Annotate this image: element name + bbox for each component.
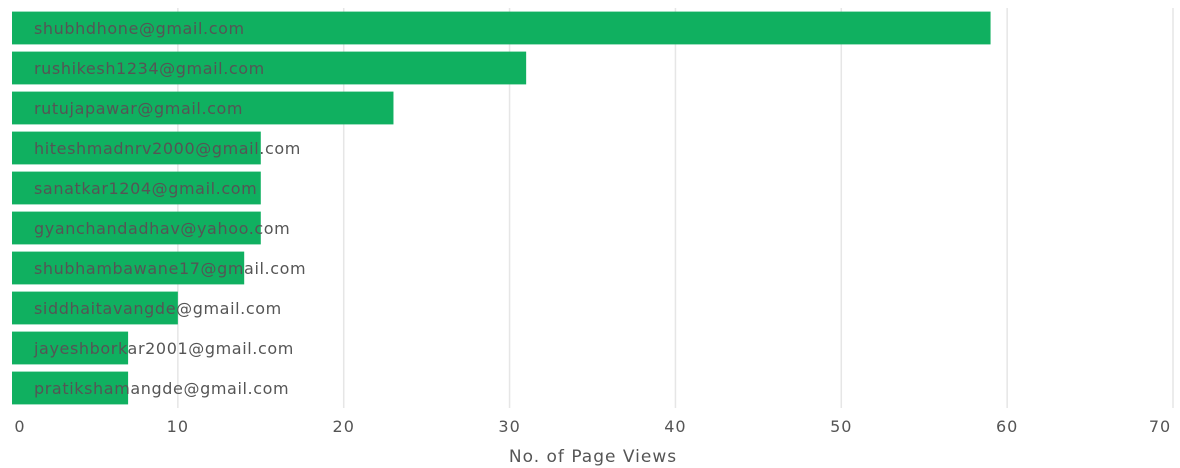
bar[interactable] [12,291,178,325]
x-tick-label: 30 [498,417,520,436]
x-tick-label: 10 [167,417,189,436]
x-tick-label: 0 [14,417,25,436]
bar-category-label: shubhdhone@gmail.com [34,19,245,38]
bar[interactable] [12,131,261,165]
x-tick-label: 60 [996,417,1018,436]
bar[interactable] [12,91,394,125]
bar-category-label: jayeshborkar2001@gmail.com [33,339,294,358]
bar-category-label: rushikesh1234@gmail.com [34,59,265,78]
bar-category-label: shubhambawane17@gmail.com [34,259,306,278]
x-tick-label: 40 [664,417,686,436]
bar[interactable] [12,211,261,245]
bar[interactable] [12,331,129,365]
x-tick-label: 70 [1149,417,1171,436]
bar[interactable] [12,251,245,285]
bar-category-label: hiteshmadnrv2000@gmail.com [34,139,301,158]
bar-category-label: sanatkar1204@gmail.com [34,179,257,198]
bar[interactable] [12,371,129,405]
x-tick-label: 20 [333,417,355,436]
x-axis-title: No. of Page Views [509,447,677,467]
x-tick-label: 50 [830,417,852,436]
bar[interactable] [12,51,527,85]
bar[interactable] [12,11,991,45]
bar-category-label: gyanchandadhav@yahoo.com [34,219,290,238]
bars [12,11,991,405]
x-axis-ticks: 0 10 20 30 40 50 60 70 [14,417,1171,436]
bar-category-label: pratikshamangde@gmail.com [34,379,289,398]
bar[interactable] [12,171,261,205]
bar-category-label: siddhaitavangde@gmail.com [34,299,282,318]
bar-labels: shubhdhone@gmail.com rushikesh1234@gmail.… [33,19,306,398]
bar-category-label: rutujapawar@gmail.com [34,99,243,118]
